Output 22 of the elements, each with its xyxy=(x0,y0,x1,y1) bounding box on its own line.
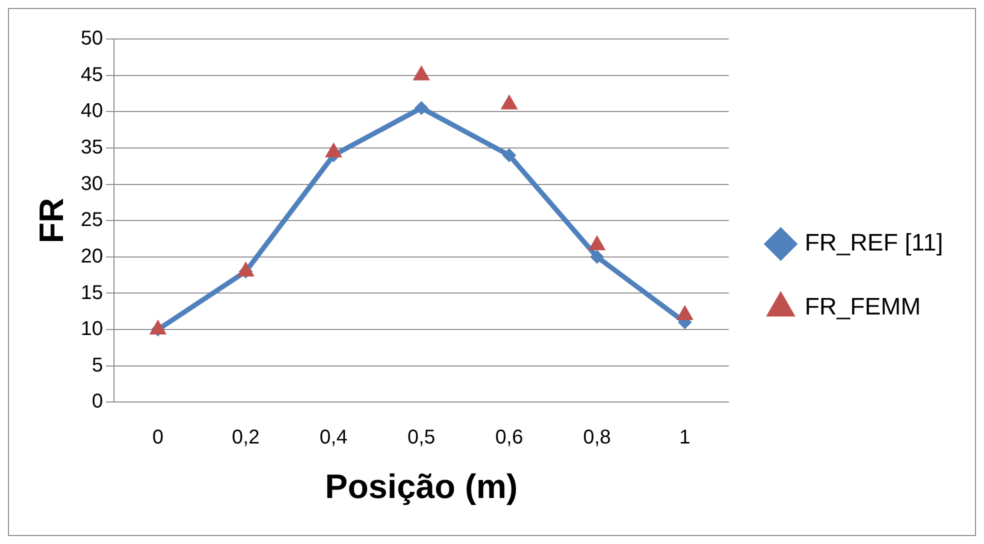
legend-label: FR_FEMM xyxy=(804,294,921,321)
y-tick-label: 5 xyxy=(92,354,104,376)
y-tick-label: 35 xyxy=(80,136,104,158)
y-tick-label: 45 xyxy=(80,64,104,86)
x-tick-label: 0 xyxy=(152,426,164,449)
y-tick-label: 40 xyxy=(80,100,104,122)
y-tick-label: 10 xyxy=(80,318,104,340)
x-tick-label: 0,6 xyxy=(495,426,524,449)
y-axis-title: FR xyxy=(32,198,71,244)
legend-label: FR_REF [11] xyxy=(804,230,944,257)
x-tick-label: 0,5 xyxy=(407,426,436,449)
y-tick-label: 30 xyxy=(80,172,104,195)
y-tick-label: 20 xyxy=(80,245,104,268)
y-tick-label: 25 xyxy=(80,209,104,232)
y-tick-label: 50 xyxy=(80,28,104,50)
x-tick-label: 0,8 xyxy=(583,426,611,449)
x-tick-label: 0,4 xyxy=(320,426,348,449)
y-tick-label: 0 xyxy=(92,390,104,413)
x-tick-label: 0,2 xyxy=(232,426,260,449)
x-axis-title: Posição (m) xyxy=(325,468,518,506)
x-tick-label: 1 xyxy=(679,426,690,449)
y-tick-label: 15 xyxy=(80,282,104,304)
